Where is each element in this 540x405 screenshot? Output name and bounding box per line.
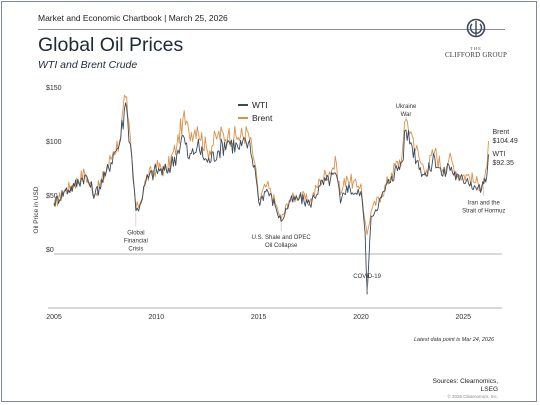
annotation-text-ukraine: War	[401, 112, 412, 118]
y-tick-label: $0	[46, 247, 54, 254]
series-line-wti	[53, 102, 489, 295]
annotation-text-gfc: Crisis	[128, 247, 143, 253]
y-axis-label: Oil Price in USD	[33, 186, 40, 233]
logo-name-text: CLIFFORD GROUP	[444, 51, 508, 59]
copyright-text: © 2026 Clearnomics, Inc.	[447, 394, 498, 399]
end-label-value-brent: $104.49	[492, 138, 517, 145]
company-logo: THE CLIFFORD GROUP	[445, 18, 507, 59]
annotation-text-iran: Strait of Hormuz	[462, 208, 505, 214]
page-subtitle: WTI and Brent Crude	[38, 59, 138, 71]
x-tick-label: 2010	[149, 314, 165, 321]
end-label-name-wti: WTI	[492, 151, 505, 158]
latest-data-note: Latest data point is Mar 24, 2026	[414, 337, 495, 343]
page-title: Global Oil Prices	[38, 34, 184, 56]
x-tick-label: 2020	[353, 314, 369, 321]
legend-label-brent: Brent	[252, 113, 273, 123]
end-label-value-wti: $92.35	[492, 160, 514, 167]
legend-label-wti: WTI	[252, 100, 268, 110]
annotation-text-gfc: Global	[127, 231, 144, 237]
sources-line-1: Sources: Clearnomics,	[432, 378, 498, 385]
annotation-text-shale: Oil Collapse	[265, 243, 298, 249]
y-tick-label: $100	[46, 139, 62, 146]
end-label-name-brent: Brent	[492, 129, 509, 136]
logo-mark-icon	[466, 18, 486, 38]
sources-line-2: LSEG	[480, 386, 498, 393]
annotation-text-covid: COVID-19	[353, 274, 381, 280]
annotation-text-iran: Iran and the	[468, 200, 501, 206]
x-tick-label: 2015	[251, 314, 267, 321]
annotation-text-gfc: Financial	[124, 239, 148, 245]
y-tick-label: $50	[46, 193, 58, 200]
sources-note: Sources: Clearnomics, LSEG	[433, 378, 498, 394]
annotation-text-ukraine: Ukraine	[396, 104, 417, 110]
y-tick-label: $150	[46, 85, 62, 92]
header-divider	[38, 29, 505, 30]
x-tick-label: 2025	[456, 314, 472, 321]
series-line-brent	[53, 94, 489, 236]
logo-the-text: THE	[470, 46, 482, 51]
chartbook-header-text: Market and Economic Chartbook | March 25…	[38, 13, 228, 23]
annotation-text-shale: U.S. Shale and OPEC	[252, 235, 312, 241]
x-tick-label: 2005	[46, 314, 62, 321]
